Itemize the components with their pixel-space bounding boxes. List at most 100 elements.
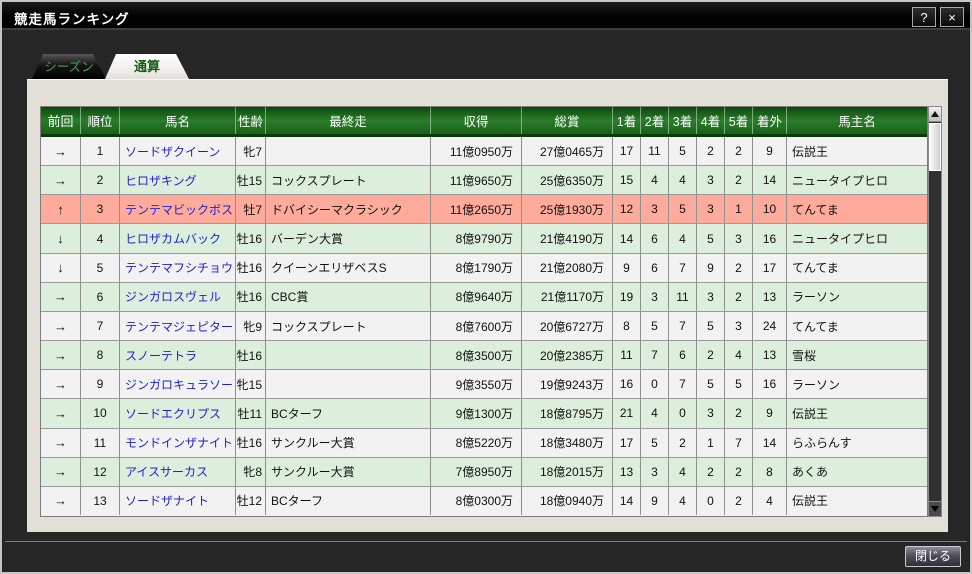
owner-cell: ラーソン (792, 377, 841, 392)
table-row[interactable]: → 6 ジンガロスヴェル 牡16 CBC賞 8億9640万 21億1170万 19 3 11 3 2 1… (41, 282, 927, 312)
table-row[interactable]: → 13 ソードザナイト 牡12 BCターフ 8億0300万 18億0940万 14 9 4 0 2 4… (41, 486, 927, 516)
last-race-cell: CBC賞 (266, 282, 431, 311)
unplaced-cell: 16 (753, 224, 787, 253)
total-prize-cell: 27億0465万 (522, 137, 613, 166)
column-header-rank: 順位 (81, 107, 120, 134)
trend-cell: ↓ (41, 253, 81, 282)
fifth-place-cell: 4 (725, 341, 753, 370)
sex-age-cell: 牡16 (236, 253, 266, 282)
owner-cell: 雪桜 (792, 348, 817, 363)
fourth-place-cell: 3 (697, 399, 725, 428)
scroll-up-button[interactable] (929, 107, 941, 122)
table-row[interactable]: → 8 スノーテトラ 牡16 8億3500万 20億2385万 11 7 6 2 4 13 雪桜 (41, 341, 927, 371)
first-place-cell: 13 (613, 457, 641, 486)
close-button[interactable]: 閉じる (905, 546, 961, 567)
last-race-cell: ドバイシーマクラシック (266, 195, 431, 224)
tab-bar: シーズン 通算 (27, 54, 427, 79)
sex-age-cell: 牡15 (236, 166, 266, 195)
rank-cell: 3 (81, 195, 120, 224)
table-row[interactable]: → 9 ジンガロキュラソー 牝15 9億3550万 19億9243万 16 0 7 5 5 16 ラーソ… (41, 370, 927, 400)
scroll-down-button[interactable] (929, 501, 941, 516)
third-place-cell: 7 (669, 311, 697, 341)
rank-cell: 2 (81, 166, 120, 195)
help-button[interactable]: ? (912, 7, 936, 27)
third-place-cell: 4 (669, 457, 697, 486)
rank-cell: 5 (81, 253, 120, 282)
first-place-cell: 14 (613, 224, 641, 253)
horse-name-cell: テンテマフシチョウ (120, 253, 236, 282)
table-row[interactable]: → 2 ヒロザキング 牡15 コックスプレート 11億9650万 25億6350万 15 4 4 3… (41, 166, 927, 196)
sex-age-cell: 牡16 (236, 224, 266, 253)
third-place-cell: 6 (669, 341, 697, 370)
first-place-cell: 16 (613, 370, 641, 399)
column-header-trend: 前回 (41, 107, 81, 134)
unplaced-cell: 14 (753, 166, 787, 195)
trend-cell: ↑ (41, 195, 81, 224)
third-place-cell: 5 (669, 137, 697, 166)
rank-cell: 7 (81, 311, 120, 341)
sex-age-cell: 牡16 (236, 341, 266, 370)
first-place-cell: 17 (613, 137, 641, 166)
unplaced-cell: 8 (753, 457, 787, 486)
total-prize-cell: 21億2080万 (522, 253, 613, 282)
trend-cell: → (41, 486, 81, 516)
tab-career[interactable]: 通算 (105, 54, 189, 79)
owner-cell: 伝説王 (792, 144, 829, 159)
earnings-cell: 7億8950万 (431, 457, 522, 486)
fifth-place-cell: 2 (725, 457, 753, 486)
table-row[interactable]: → 10 ソードエクリプス 牡11 BCターフ 9億1300万 18億8795万 21 4 0 3 2… (41, 399, 927, 429)
table-row[interactable]: ↓ 4 ヒロザカムバック 牡16 バーデン大賞 8億9790万 21億4190万 14 6 4 5 3… (41, 224, 927, 254)
trend-cell: → (41, 166, 81, 195)
third-place-cell: 11 (669, 282, 697, 311)
rank-cell: 10 (81, 399, 120, 428)
tab-season[interactable]: シーズン (32, 54, 106, 79)
fifth-place-cell: 7 (725, 428, 753, 457)
table-scrollbar[interactable] (928, 106, 942, 517)
fourth-place-cell: 9 (697, 253, 725, 282)
total-prize-cell: 25億6350万 (522, 166, 613, 195)
table-row[interactable]: ↓ 5 テンテマフシチョウ 牡16 クイーンエリザベスS 8億1790万 21億2080万 9… (41, 253, 927, 283)
first-place-cell: 12 (613, 195, 641, 224)
table-row[interactable]: → 7 テンテマジェピター 牝9 コックスプレート 8億7600万 20億6727万 8 5 7 5… (41, 311, 927, 342)
ranking-table: 前回 順位 馬名 性齢 最終走 収得 総賞 1着 2着 3着 4着 5着 着外 馬主名 → 1 ソードザクイー… (40, 106, 928, 517)
table-row[interactable]: → 12 アイスサーカス 牝8 サンクルー大賞 7億8950万 18億2015万 13 3 4 2 2… (41, 457, 927, 487)
owner-cell: あくあ (792, 465, 829, 480)
fifth-place-cell: 2 (725, 282, 753, 311)
owner-cell: てんてま (792, 202, 839, 217)
third-place-cell: 4 (669, 224, 697, 253)
fifth-place-cell: 2 (725, 137, 753, 166)
second-place-cell: 3 (641, 457, 669, 486)
last-race-cell: クイーンエリザベスS (266, 253, 431, 282)
sex-age-cell: 牡11 (236, 399, 266, 428)
table-row[interactable]: → 1 ソードザクイーン 牝7 11億0950万 27億0465万 17 11 5 2 2 9 伝説王 (41, 137, 927, 167)
fourth-place-cell: 5 (697, 370, 725, 399)
rank-cell: 4 (81, 224, 120, 253)
column-header-last-race: 最終走 (266, 107, 431, 134)
fourth-place-cell: 3 (697, 195, 725, 224)
rank-cell: 6 (81, 282, 120, 311)
earnings-cell: 8億5220万 (431, 428, 522, 457)
first-place-cell: 21 (613, 399, 641, 428)
column-header-horse-name: 馬名 (120, 107, 236, 134)
table-row[interactable]: ↑ 3 テンテマビックボス 牡7 ドバイシーマクラシック 11億2650万 25億1930万… (41, 195, 927, 225)
fifth-place-cell: 5 (725, 370, 753, 399)
owner-cell: らふらんす (792, 436, 852, 451)
earnings-cell: 11億2650万 (431, 195, 522, 224)
unplaced-cell: 13 (753, 282, 787, 311)
scrollbar-thumb[interactable] (929, 123, 941, 171)
earnings-cell: 9億3550万 (431, 370, 522, 399)
second-place-cell: 11 (641, 137, 669, 166)
column-header-owner: 馬主名 (838, 115, 876, 129)
last-race-cell (266, 341, 431, 370)
second-place-cell: 5 (641, 311, 669, 341)
third-place-cell: 4 (669, 486, 697, 516)
trend-cell: → (41, 370, 81, 399)
column-header-sex-age: 性齢 (236, 107, 266, 134)
close-window-button[interactable]: × (940, 7, 964, 27)
total-prize-cell: 18億8795万 (522, 399, 613, 428)
trend-cell: → (41, 311, 81, 341)
last-race-cell: BCターフ (266, 399, 431, 428)
fourth-place-cell: 3 (697, 166, 725, 195)
trend-cell: → (41, 341, 81, 370)
table-row[interactable]: → 11 モンドインザナイト 牡16 サンクルー大賞 8億5220万 18億3480万 17 5… (41, 428, 927, 458)
